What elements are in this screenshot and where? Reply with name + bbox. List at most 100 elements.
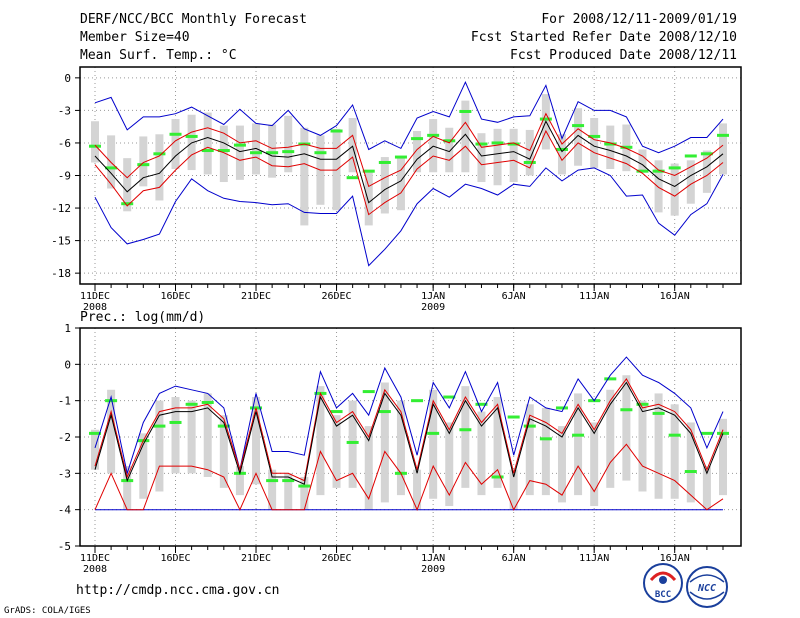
prec-member-mark — [475, 402, 488, 406]
prec-spread-bar — [316, 386, 325, 496]
prec-spread-bar — [445, 422, 454, 507]
temp-spread-bar — [525, 129, 534, 176]
temp-ytick-label: -3 — [58, 104, 71, 117]
ncc-logo: NCC — [686, 566, 728, 608]
temp-member-mark — [717, 133, 729, 137]
temp-spread-bar — [413, 131, 422, 173]
prec-spread-bar — [557, 426, 566, 503]
precip-variable-label: Prec.: log(mm/d) — [80, 310, 206, 325]
prec-member-mark — [411, 399, 424, 403]
temp-member-mark — [507, 142, 520, 146]
temp-xtick-label: 16DEC — [160, 291, 190, 302]
temp-plot-area — [80, 67, 741, 284]
variable-label: Mean Surf. Temp.: °C — [80, 48, 237, 63]
forecast-period: For 2008/12/11-2009/01/19 — [541, 12, 737, 27]
prec-spread-bar — [702, 466, 711, 510]
prec-member-mark — [700, 431, 713, 435]
temp-member-mark — [185, 134, 198, 138]
prec-ytick-label: -4 — [58, 504, 72, 517]
temp-member-mark — [282, 150, 295, 154]
prec-spread-bar — [590, 422, 599, 507]
temp-member-mark — [459, 109, 472, 113]
temp-xtick-label: 6JAN — [502, 291, 526, 302]
prec-spread-bar — [461, 386, 470, 488]
temp-spread-bar — [702, 150, 711, 193]
prec-member-mark — [201, 400, 214, 404]
prec-spread-bar — [332, 415, 341, 488]
prec-member-mark — [684, 470, 697, 474]
temp-xtick-label: 1JAN — [421, 291, 445, 302]
prec-spread-bar — [719, 418, 727, 496]
temp-spread-bar — [284, 115, 293, 173]
prec-spread-bar — [107, 389, 116, 474]
prec-member-mark — [539, 437, 552, 441]
prec-member-mark — [604, 377, 617, 381]
prec-member-mark — [523, 424, 536, 428]
temp-ytick-label: -9 — [58, 170, 71, 183]
temp-spread-bar — [509, 128, 518, 183]
prec-member-mark — [378, 410, 391, 414]
source-url[interactable]: http://cmdp.ncc.cma.gov.cn — [76, 583, 280, 598]
prec-spread-bar — [252, 397, 261, 485]
prec-member-mark — [298, 484, 311, 488]
prec-xtick-label: 11DEC — [80, 553, 110, 564]
temp-spread-bar — [348, 117, 357, 173]
temp-member-mark — [169, 132, 182, 136]
prec-ytick-label: -2 — [58, 431, 71, 444]
temp-xtick-label: 16JAN — [660, 291, 690, 302]
temp-member-mark — [620, 145, 633, 149]
temp-ytick-label: -12 — [51, 202, 71, 215]
prec-spread-bar — [686, 422, 695, 503]
temp-spread-bar — [574, 108, 583, 166]
prec-spread-bar — [187, 400, 196, 474]
prec-member-mark — [636, 402, 649, 406]
prec-spread-bar — [396, 400, 405, 496]
temp-spread-bar — [155, 134, 164, 201]
temp-spread-bar — [300, 127, 309, 226]
temp-member-mark — [378, 160, 391, 164]
temp-member-mark — [700, 152, 713, 156]
prec-year-label: 2009 — [421, 564, 445, 575]
temp-spread-bar — [235, 125, 244, 180]
precipitation-panel: 1 0 -1 -2 -3 -4 -5 11DEC 16DEC 21DEC 26DEC 1JAN 6JAN… — [58, 322, 742, 575]
temp-member-mark — [362, 169, 375, 173]
prec-spread-bar — [670, 404, 679, 499]
temp-spread-bar — [171, 119, 180, 169]
prec-spread-bar — [171, 397, 180, 474]
temp-member-mark — [217, 149, 230, 153]
prec-spread-bar — [638, 400, 647, 492]
prec-spread-bar — [541, 407, 550, 496]
temp-member-mark — [427, 133, 440, 137]
prec-spread-bar — [364, 426, 373, 510]
prec-spread-bar — [284, 473, 293, 510]
prec-spread-bar — [493, 397, 502, 488]
temp-year-label: 2009 — [421, 302, 445, 313]
prec-member-mark — [346, 440, 359, 444]
temp-spread-bar — [91, 121, 99, 163]
prec-std-lower-line — [94, 443, 724, 512]
temp-spread-bar — [590, 117, 599, 168]
prec-spread-bar — [91, 429, 99, 470]
prec-spread-bar — [139, 433, 148, 499]
prec-ensemble-mean-line — [94, 381, 724, 485]
temp-member-mark — [411, 137, 424, 141]
prec-member-mark — [668, 433, 681, 437]
prec-spread-bar — [509, 469, 518, 510]
prec-spread-bar — [123, 466, 132, 510]
temp-spread-bar — [638, 149, 647, 173]
temp-spread-bar — [654, 160, 663, 213]
temp-member-mark — [684, 154, 697, 158]
temp-member-mark — [636, 169, 649, 173]
prec-member-mark — [330, 410, 343, 414]
prec-spread-bar — [654, 393, 663, 499]
prec-spread-bar — [219, 415, 228, 488]
prec-member-mark — [89, 431, 101, 435]
prec-xtick-label: 16JAN — [660, 553, 690, 564]
member-size: Member Size=40 — [80, 30, 190, 45]
temp-member-mark — [266, 151, 279, 155]
temp-member-mark — [539, 117, 552, 121]
prec-year-label: 2008 — [83, 564, 107, 575]
prec-xtick-label: 1JAN — [421, 553, 445, 564]
temp-spread-bar — [364, 172, 373, 226]
prec-spread-bar — [235, 466, 244, 496]
